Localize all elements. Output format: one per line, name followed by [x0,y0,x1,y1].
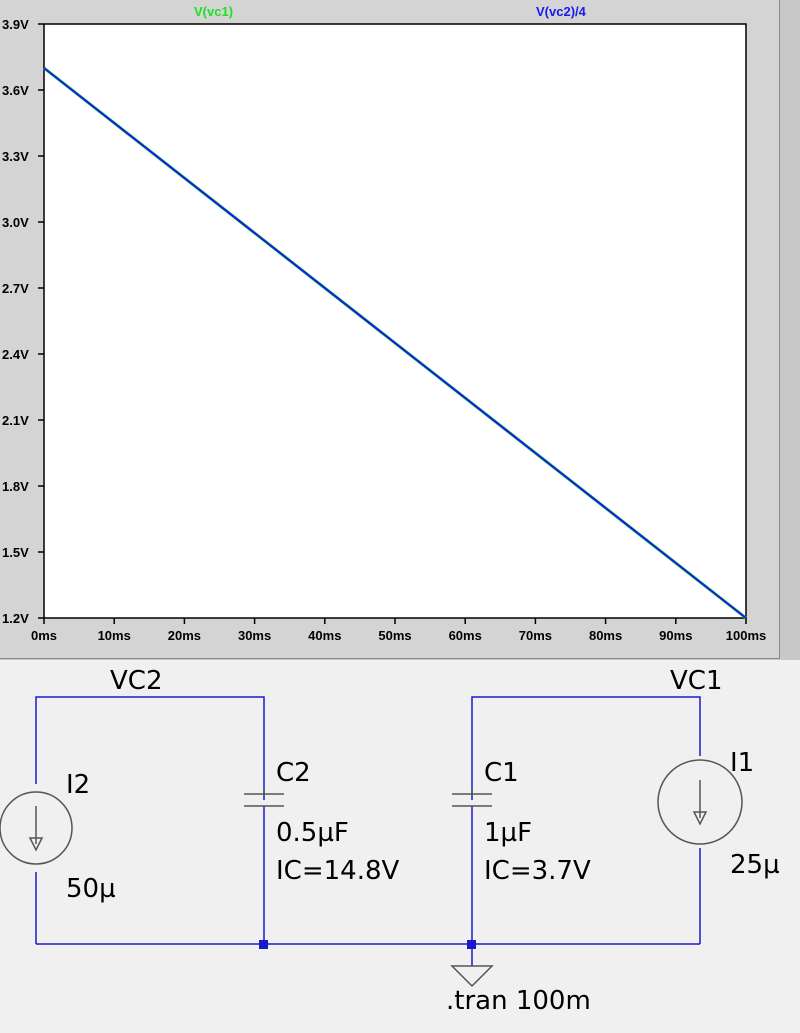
x-tick-label: 0ms [31,628,57,643]
x-tick-label: 20ms [168,628,201,643]
x-tick-label: 60ms [449,628,482,643]
trace-label-vc2[interactable]: V(vc2)/4 [536,4,586,19]
c1-ic[interactable]: IC=3.7V [484,856,591,886]
x-tick-label: 30ms [238,628,271,643]
y-tick-label: 3.6V [2,83,29,98]
ground-icon[interactable] [450,965,494,988]
net-label-vc1[interactable]: VC1 [670,666,723,696]
y-tick-label: 2.7V [2,281,29,296]
i1-name[interactable]: I1 [730,748,755,778]
trace-vc2[interactable] [43,67,747,619]
y-tick-label: 2.1V [2,413,29,428]
waveform-viewer[interactable]: 3.9V 3.6V 3.3V 3.0V 2.7V 2.4V 2.1V 1.8V 1.5V 1.2V… [0,0,780,659]
tran-directive[interactable]: .tran 100m [446,986,591,1016]
x-tick-label: 50ms [378,628,411,643]
junction-dot [467,940,476,949]
y-tick-label: 1.8V [2,479,29,494]
c2-name[interactable]: C2 [276,758,311,788]
x-tick-label: 10ms [98,628,131,643]
traces [43,66,747,620]
x-axis: 0ms 10ms 20ms 30ms 40ms 50ms 60ms 70ms 80ms 90ms 1… [31,618,766,643]
schematic-canvas [0,696,743,988]
y-tick-label: 2.4V [2,347,29,362]
i2-name[interactable]: I2 [66,770,91,800]
x-tick-label: 80ms [589,628,622,643]
current-source-i1[interactable] [657,759,743,845]
capacitor-c2[interactable] [244,790,284,807]
plot-canvas[interactable]: 3.9V 3.6V 3.3V 3.0V 2.7V 2.4V 2.1V 1.8V 1.5V 1.2V… [0,0,779,658]
y-axis: 3.9V 3.6V 3.3V 3.0V 2.7V 2.4V 2.1V 1.8V 1.5V 1.2V [2,17,44,626]
y-tick-label: 1.2V [2,611,29,626]
current-source-i2[interactable] [0,791,73,865]
c2-value[interactable]: 0.5µF [276,818,349,848]
i2-value[interactable]: 50µ [66,874,116,904]
x-tick-label: 40ms [308,628,341,643]
capacitor-c1[interactable] [452,790,492,807]
y-tick-label: 3.0V [2,215,29,230]
x-tick-label: 100ms [726,628,766,643]
y-tick-label: 3.9V [2,17,29,32]
x-tick-label: 90ms [659,628,692,643]
schematic-editor[interactable]: VC2 VC1 I2 50µ C2 0.5µF IC=14.8V C1 1µF … [0,660,800,1033]
junction-dot [259,940,268,949]
y-tick-label: 3.3V [2,149,29,164]
c1-value[interactable]: 1µF [484,818,533,848]
wires [35,696,701,966]
net-label-vc2[interactable]: VC2 [110,666,163,696]
y-tick-label: 1.5V [2,545,29,560]
i1-value[interactable]: 25µ [730,850,780,880]
trace-label-vc1[interactable]: V(vc1) [194,4,234,19]
plot-area[interactable] [43,23,747,619]
c2-ic[interactable]: IC=14.8V [276,856,400,886]
c1-name[interactable]: C1 [484,758,519,788]
x-tick-label: 70ms [519,628,552,643]
